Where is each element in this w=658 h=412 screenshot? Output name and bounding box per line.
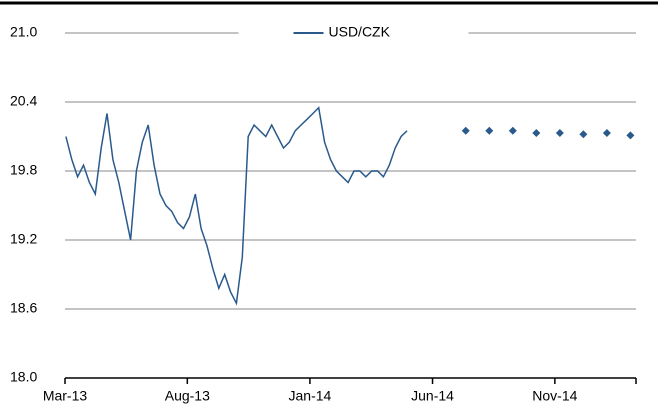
point [461,126,470,135]
point [626,131,635,140]
y-tick-label: 21.0 [10,24,37,40]
y-tick-label: 20.4 [10,93,37,109]
x-tick-label: Jun-14 [411,388,454,404]
point [485,126,494,135]
y-tick-label: 18.0 [10,369,37,385]
y-tick-label: 19.2 [10,231,37,247]
point [508,126,517,135]
point [555,129,564,138]
x-tick-label: Jan-14 [289,388,332,404]
x-tick-label: Nov-14 [532,388,577,404]
point [579,130,588,139]
point [532,129,541,138]
y-tick-label: 19.8 [10,162,37,178]
x-tick-label: Aug-13 [165,388,210,404]
line [65,106,408,306]
legend-label: USD/CZK [329,24,391,40]
x-tick-label: Mar-13 [43,388,88,404]
point [602,129,611,138]
y-tick-label: 18.6 [10,300,37,316]
legend-box [238,21,469,45]
